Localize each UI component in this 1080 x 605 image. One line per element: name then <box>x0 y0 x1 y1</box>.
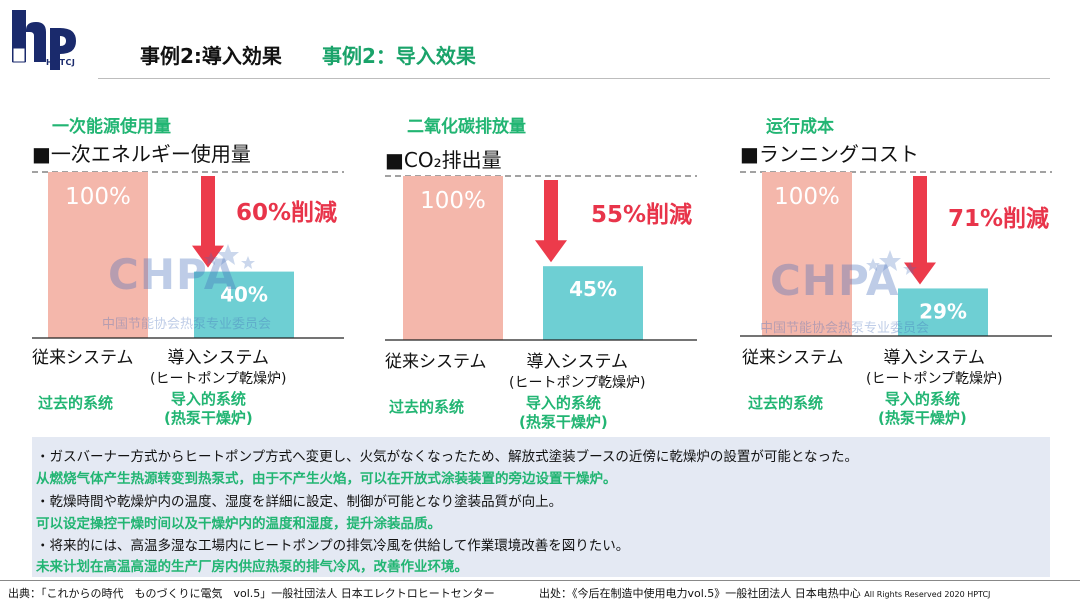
chart-title: ■CO₂排出量 <box>385 148 502 172</box>
category-label-old: 従来システム <box>385 352 487 372</box>
chart-title: ■一次エネルギー使用量 <box>32 142 251 166</box>
bar-chart: 100% 45% 55%削減 <box>385 175 697 341</box>
note-cn: 从燃烧气体产生热源转变到热泵式，由于不产生火焰，可以在开放式涂装装置的旁边设置干… <box>36 471 617 487</box>
bar-new-system <box>898 288 988 336</box>
category-label-new-cn-main: 导入的系统 <box>525 394 601 412</box>
bar-old-system <box>48 172 148 338</box>
category-label-new-sub: (ヒートポンプ乾燥炉) <box>866 371 1003 387</box>
data-label-new: 29% <box>919 299 967 323</box>
chart-title: ■ランニングコスト <box>740 142 919 166</box>
chart-subtitle: 运行成本 <box>766 117 834 137</box>
title-divider <box>98 78 1050 79</box>
notes-box: ・ガスバーナー方式からヒートポンプ方式へ変更し、火気がなくなったため、解放式塗装… <box>32 437 1050 577</box>
note-cn: 未来计划在高温高湿的生产厂房内供应热泵的排气冷风，改善作业环境。 <box>36 559 468 575</box>
page-title-jp: 事例2:導入効果 <box>140 44 282 68</box>
category-label-new-main: 導入システム <box>883 348 986 368</box>
footer-source-cn-text: 出处：《今后在制造中使用电力vol.5》一般社团法人 日本电热中心 <box>539 587 861 600</box>
note-cn: 可以设定操控干燥时间以及干燥炉内的温度和湿度，提升涂装品质。 <box>36 516 441 532</box>
chart-subtitle: 一次能源使用量 <box>52 117 171 137</box>
logo-caption: HPTCJ <box>46 58 76 67</box>
bar-old-system <box>403 176 503 340</box>
footer-source-jp: 出典：「これからの時代 ものづくりに電気 vol.5」一般社団法人 日本エレクト… <box>8 587 495 600</box>
category-label-old-cn: 过去的系统 <box>748 394 824 412</box>
reduction-label: 55%削減 <box>591 202 692 228</box>
data-label-new: 40% <box>220 283 268 307</box>
bar-new-system <box>194 271 294 338</box>
category-label-new-main: 導入システム <box>526 352 629 372</box>
chart-panel-running-cost: 运行成本 ■ランニングコスト 100% 29% 71%削減 従来システム 導入システ… <box>740 100 1080 430</box>
category-label-old-cn: 过去的系统 <box>389 398 465 416</box>
footer-divider <box>0 580 1080 581</box>
hptcj-logo <box>12 10 76 70</box>
category-label-new-cn: 导入的系统 (热泵干燥炉) <box>519 394 608 432</box>
category-label-old: 従来システム <box>32 348 134 368</box>
reduction-arrow-icon <box>904 176 936 285</box>
category-label-new-cn-main: 导入的系统 <box>884 390 960 408</box>
footer-source-cn: 出处：《今后在制造中使用电力vol.5》一般社团法人 日本电热中心 All Ri… <box>539 585 990 601</box>
bar-chart: 100% 29% 71%削減 <box>740 171 1052 337</box>
category-label-new-cn-main: 导入的系统 <box>170 390 246 408</box>
reduction-arrow-icon <box>535 180 567 263</box>
bar-old-system <box>762 172 852 336</box>
category-label-new-cn-sub: (热泵干燥炉) <box>164 409 253 427</box>
category-label-old-cn: 过去的系统 <box>38 394 114 412</box>
data-label-old: 100% <box>420 188 486 214</box>
note-jp: ・将来的には、高温多湿な工場内にヒートポンプの排気冷風を供給して作業環境改善を図… <box>36 538 630 554</box>
category-label-new-main: 導入システム <box>167 348 270 368</box>
category-label-new-cn: 导入的系统 (热泵干燥炉) <box>878 390 967 428</box>
category-label-new-sub: (ヒートポンプ乾燥炉) <box>509 375 646 391</box>
data-label-new: 45% <box>569 277 617 301</box>
category-label-new-cn-sub: (热泵干燥炉) <box>519 413 608 431</box>
category-label-new: 導入システム (ヒートポンプ乾燥炉) <box>509 347 646 392</box>
category-label-new-cn: 导入的系统 (热泵干燥炉) <box>164 390 253 428</box>
reduction-label: 60%削減 <box>236 200 337 226</box>
category-label-new: 導入システム (ヒートポンプ乾燥炉) <box>866 343 1003 388</box>
note-jp: ・ガスバーナー方式からヒートポンプ方式へ変更し、火気がなくなったため、解放式塗装… <box>36 449 859 465</box>
chart-panel-co2: 二氧化碳排放量 ■CO₂排出量 100% 45% 55%削減 従来システム 導入シス… <box>385 100 725 432</box>
footer-rights: All Rights Reserved 2020 HPTCJ <box>864 590 991 599</box>
reduction-arrow-icon <box>192 176 224 268</box>
bar-new-system <box>543 266 643 340</box>
note-jp: ・乾燥時間や乾燥炉内の温度、湿度を詳細に設定、制御が可能となり塗装品質が向上。 <box>36 494 563 510</box>
category-label-new: 導入システム (ヒートポンプ乾燥炉) <box>150 343 287 388</box>
data-label-old: 100% <box>774 184 840 210</box>
data-label-old: 100% <box>65 184 131 210</box>
category-label-old: 従来システム <box>742 348 844 368</box>
reduction-label: 71%削減 <box>948 206 1049 232</box>
bar-chart: 100% 40% 60%削減 <box>32 171 344 339</box>
page-title-cn: 事例2：导入效果 <box>322 44 476 68</box>
chart-panel-primary-energy: 一次能源使用量 ■一次エネルギー使用量 100% 40% 60%削減 従来システム … <box>32 100 372 430</box>
chart-subtitle: 二氧化碳排放量 <box>407 117 526 137</box>
category-label-new-sub: (ヒートポンプ乾燥炉) <box>150 371 287 387</box>
category-label-new-cn-sub: (热泵干燥炉) <box>878 409 967 427</box>
